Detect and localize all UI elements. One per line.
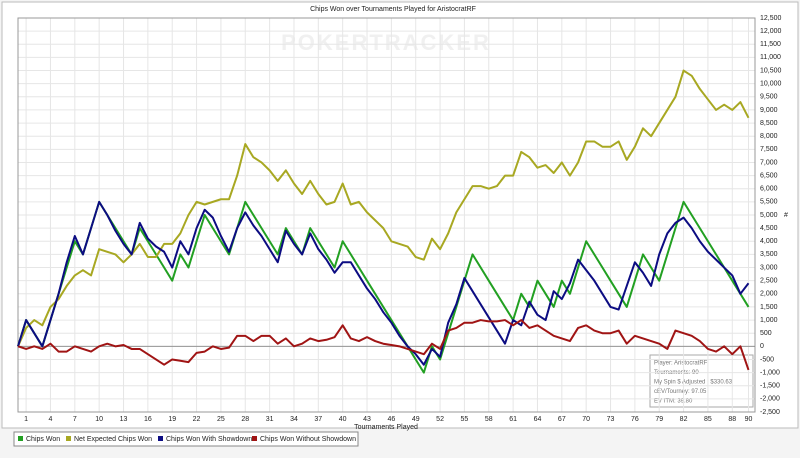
x-tick-label: 28 <box>241 416 249 423</box>
x-tick-label: 22 <box>193 416 201 423</box>
x-tick-label: 79 <box>655 416 663 423</box>
info-line: Player: AristocratRF <box>654 361 708 367</box>
y-tick-label: 8,000 <box>760 133 778 140</box>
legend-swatch <box>252 436 257 441</box>
x-tick-label: 34 <box>290 416 298 423</box>
x-tick-label: 31 <box>266 416 274 423</box>
y-tick-label: -2,500 <box>760 409 780 416</box>
info-box: Player: AristocratRFTournaments: 90My Sp… <box>649 354 754 408</box>
x-tick-label: 88 <box>728 416 736 423</box>
x-axis-label: Tournaments Played <box>354 424 418 431</box>
y-tick-label: 11,500 <box>760 41 781 48</box>
x-tick-label: 10 <box>95 416 103 423</box>
x-tick-label: 67 <box>558 416 566 423</box>
x-tick-label: 90 <box>745 416 753 423</box>
x-tick-label: 64 <box>534 416 542 423</box>
y-tick-label: 7,500 <box>760 146 778 153</box>
y-tick-label: 5,000 <box>760 212 778 219</box>
x-tick-label: 52 <box>436 416 444 423</box>
x-tick-label: 46 <box>387 416 395 423</box>
y-tick-label: 1,500 <box>760 304 778 311</box>
y-tick-label: 9,500 <box>760 94 778 101</box>
chart-title: Chips Won over Tournaments Played for Ar… <box>310 6 476 13</box>
x-tick-label: 19 <box>168 416 176 423</box>
y-tick-label: 3,000 <box>760 264 778 271</box>
x-tick-label: 40 <box>339 416 347 423</box>
x-tick-label: 4 <box>49 416 53 423</box>
y-tick-label: -2,000 <box>760 396 780 403</box>
info-line: cEV/Tourney: 97.05 <box>654 389 707 395</box>
y-tick-label: 1,000 <box>760 317 778 324</box>
y-tick-label: -1,500 <box>760 383 780 390</box>
x-tick-label: 85 <box>704 416 712 423</box>
y-axis-label: # <box>784 212 788 219</box>
x-tick-label: 73 <box>607 416 615 423</box>
series-line <box>17 200 750 374</box>
y-tick-label: 3,500 <box>760 251 778 258</box>
x-tick-label: 76 <box>631 416 639 423</box>
series-line <box>17 69 750 347</box>
y-tick-label: 5,500 <box>760 199 778 206</box>
y-tick-label: 12,000 <box>760 28 782 35</box>
x-tick-label: 58 <box>485 416 493 423</box>
x-tick-label: 82 <box>680 416 688 423</box>
x-tick-label: 43 <box>363 416 371 423</box>
y-tick-label: 0 <box>760 343 764 350</box>
legend-swatch <box>66 436 71 441</box>
x-tick-label: 25 <box>217 416 225 423</box>
legend-label: Chips Won With Showdown <box>166 436 252 443</box>
legend-swatch <box>18 436 23 441</box>
y-tick-label: 10,000 <box>760 81 782 88</box>
x-tick-label: 7 <box>73 416 77 423</box>
plot-frame <box>17 17 756 413</box>
y-tick-label: 2,000 <box>760 291 778 298</box>
y-tick-label: 4,000 <box>760 238 778 245</box>
x-tick-label: 49 <box>412 416 420 423</box>
legend-swatch <box>158 436 163 441</box>
y-tick-label: 500 <box>760 330 772 337</box>
watermark: POKERTRACKER <box>281 30 491 55</box>
x-tick-label: 61 <box>509 416 517 423</box>
legend-label: Net Expected Chips Won <box>74 436 152 443</box>
y-tick-label: 4,500 <box>760 225 778 232</box>
x-tick-label: 13 <box>120 416 128 423</box>
x-tick-label: 1 <box>24 416 28 423</box>
x-tick-label: 70 <box>582 416 590 423</box>
info-line: My Spin $ Adjusted : $330.63 <box>654 380 733 386</box>
legend <box>13 431 359 447</box>
legend-label: Chips Won <box>26 436 60 443</box>
series-line <box>17 319 750 371</box>
y-tick-label: -500 <box>760 356 774 363</box>
legend-label: Chips Won Without Showdown <box>260 436 356 443</box>
y-tick-label: 11,000 <box>760 54 781 61</box>
x-tick-label: 55 <box>461 416 469 423</box>
x-tick-label: 16 <box>144 416 152 423</box>
series-line <box>17 200 750 366</box>
y-tick-label: 8,500 <box>760 120 778 127</box>
x-tick-label: 37 <box>314 416 322 423</box>
y-tick-label: 10,500 <box>760 67 782 74</box>
y-tick-label: -1,000 <box>760 369 780 376</box>
y-tick-label: 7,000 <box>760 159 778 166</box>
info-line: EV ITM: 39.80 <box>654 399 693 405</box>
y-tick-label: 6,000 <box>760 186 778 193</box>
y-tick-label: 12,500 <box>760 15 782 22</box>
info-box-frame <box>649 354 754 408</box>
y-tick-label: 2,500 <box>760 278 778 285</box>
y-tick-label: 6,500 <box>760 172 778 179</box>
y-tick-label: 9,000 <box>760 107 778 114</box>
